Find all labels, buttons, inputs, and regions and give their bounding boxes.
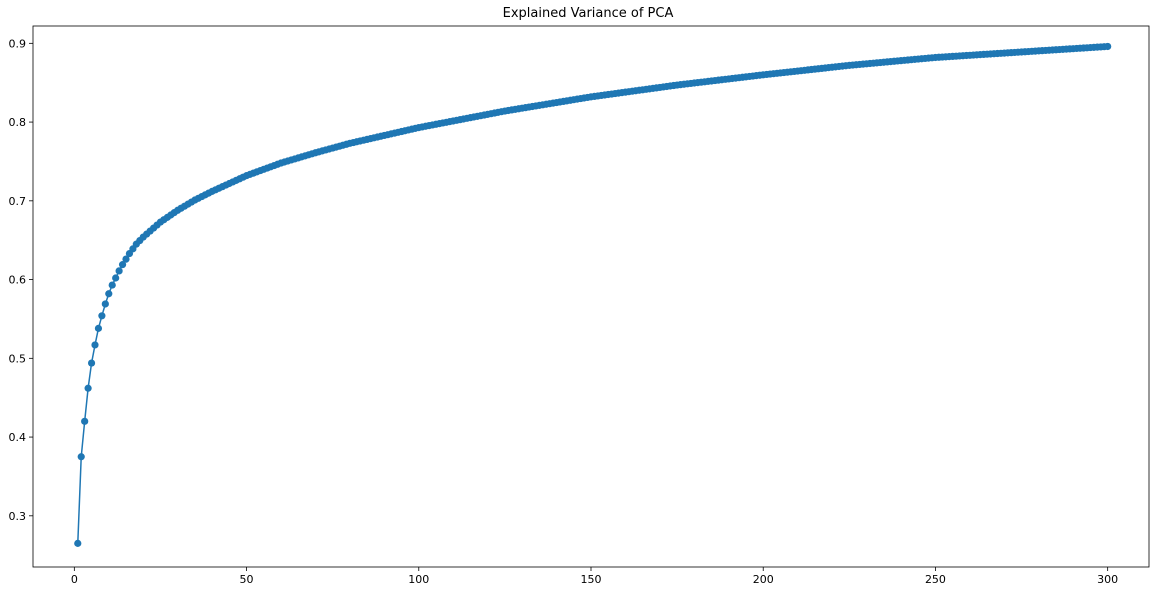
chart-title: Explained Variance of PCA: [503, 6, 674, 21]
plot-frame: [32, 25, 1150, 568]
x-tick-label: 100: [408, 573, 429, 586]
x-tick-label: 150: [581, 573, 602, 586]
y-tick-label: 0.4: [9, 431, 27, 444]
data-point: [94, 324, 103, 332]
x-tick-label: 200: [753, 573, 774, 586]
data-point: [77, 453, 85, 461]
data-point: [1104, 42, 1112, 51]
x-tick-label: 300: [1097, 573, 1118, 586]
x-tick-label: 50: [240, 573, 254, 586]
x-tick-label: 0: [71, 573, 78, 586]
data-point: [108, 281, 116, 289]
data-point: [118, 261, 127, 269]
y-tick-label: 0.6: [9, 274, 27, 287]
x-tick-label: 250: [925, 573, 946, 586]
data-point: [87, 359, 96, 367]
data-point: [122, 255, 130, 263]
data-point: [91, 341, 99, 349]
y-tick-label: 0.8: [9, 116, 27, 129]
y-tick-label: 0.7: [9, 195, 27, 208]
data-point: [74, 539, 82, 547]
data-point: [115, 267, 123, 275]
data-point: [101, 300, 109, 308]
series-line: [77, 45, 1108, 544]
data-point: [84, 384, 92, 392]
data-point: [112, 274, 120, 282]
y-tick-label: 0.9: [9, 37, 27, 50]
data-point: [105, 290, 113, 298]
y-tick-label: 0.5: [9, 352, 27, 365]
plot-area: 0 50 100 150 200 250 300 0.3 0.4 0.5 0.6 0.7 0.8 0.9: [9, 25, 1150, 586]
data-point: [81, 417, 89, 425]
data-point: [98, 312, 106, 320]
y-tick-label: 0.3: [9, 510, 27, 523]
